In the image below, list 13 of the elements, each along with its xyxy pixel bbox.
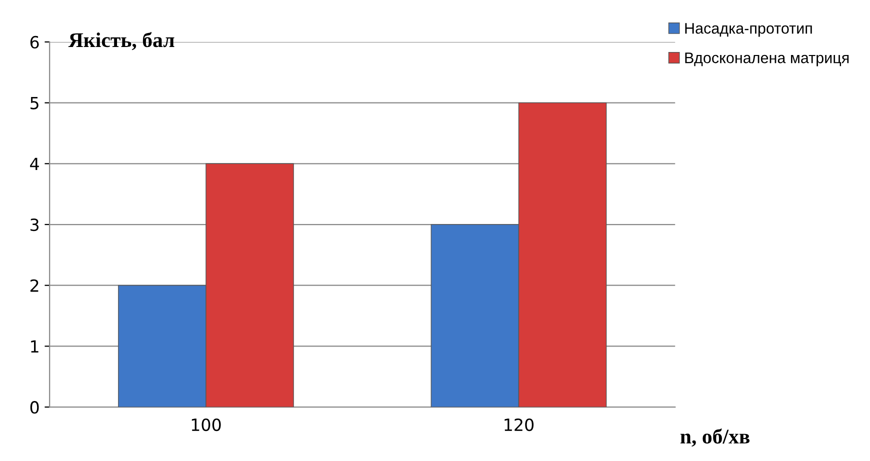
legend-label: Насадка-прототип <box>685 23 812 37</box>
y-tick-label: 5 <box>30 96 38 110</box>
y-tick-label: 4 <box>30 158 39 170</box>
y-axis-title: Якість, бал <box>68 32 174 50</box>
y-tick-label: 6 <box>30 36 39 49</box>
y-tick-label: 3 <box>30 218 39 232</box>
x-axis-title: n, об/хв <box>680 428 750 447</box>
y-tick-label: 0 <box>30 401 39 414</box>
x-tick-label: 120 <box>504 418 534 432</box>
legend-label: Вдосконалена матриця <box>685 52 849 66</box>
y-tick-label: 2 <box>30 279 38 292</box>
y-tick-label: 1 <box>31 340 38 353</box>
x-tick-label: 100 <box>192 418 221 432</box>
